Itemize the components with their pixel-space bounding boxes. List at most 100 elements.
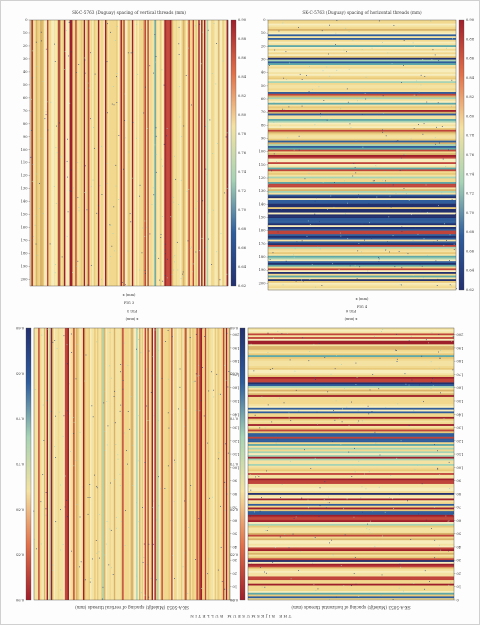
- speckle: [99, 514, 101, 516]
- speckle: [96, 341, 98, 343]
- speckle: [368, 529, 370, 531]
- thread-stripe: [268, 110, 456, 112]
- thread-stripe: [159, 328, 162, 600]
- y-tick-label: 160: [21, 226, 29, 230]
- speckle: [389, 195, 391, 197]
- thread-stripe: [164, 20, 166, 286]
- speckle: [452, 336, 454, 337]
- speckle: [111, 567, 112, 569]
- speckle: [348, 68, 350, 70]
- thread-stripe: [41, 20, 43, 286]
- speckle: [199, 410, 201, 412]
- speckle: [281, 208, 282, 210]
- thread-stripe: [268, 27, 456, 30]
- speckle: [357, 250, 359, 252]
- thread-stripe: [268, 93, 456, 96]
- speckle: [333, 410, 334, 411]
- thread-stripe: [140, 328, 142, 600]
- speckle: [96, 284, 98, 286]
- speckle: [117, 458, 119, 460]
- speckle: [108, 564, 110, 566]
- speckle: [317, 423, 318, 425]
- speckle: [94, 73, 96, 75]
- speckle: [96, 212, 98, 214]
- speckle: [107, 23, 108, 25]
- speckle: [280, 497, 282, 498]
- speckle: [351, 401, 352, 403]
- thread-stripe: [268, 43, 456, 46]
- thread-stripe: [162, 20, 165, 286]
- thread-stripe: [72, 20, 75, 286]
- speckle: [372, 374, 374, 375]
- y-tick-label: 200: [21, 278, 29, 282]
- speckle: [452, 38, 453, 40]
- speckle: [345, 27, 347, 29]
- y-tick-label: 40: [261, 71, 266, 75]
- thread-stripe: [248, 438, 454, 441]
- speckle: [60, 589, 62, 591]
- y-tick-label: 80: [232, 492, 237, 496]
- speckle: [282, 108, 284, 110]
- thread-stripe: [248, 452, 454, 455]
- speckle: [353, 516, 355, 518]
- speckle: [256, 595, 258, 597]
- thread-stripe: [205, 20, 207, 286]
- speckle: [222, 60, 224, 62]
- speckle: [42, 404, 44, 406]
- speckle: [118, 135, 120, 136]
- thread-stripe: [268, 149, 456, 152]
- speckle: [441, 192, 443, 194]
- speckle: [289, 359, 291, 361]
- speckle: [420, 210, 421, 212]
- thread-stripe: [268, 279, 456, 282]
- thread-stripe: [82, 20, 84, 286]
- speckle: [445, 515, 447, 517]
- thread-stripe: [91, 328, 93, 600]
- speckle: [204, 125, 206, 127]
- thread-stripe: [96, 328, 99, 600]
- speckle: [150, 392, 152, 393]
- speckle: [369, 389, 371, 391]
- thread-stripe: [268, 200, 456, 202]
- thread-stripe: [248, 351, 454, 354]
- thread-stripe: [60, 328, 62, 600]
- speckle: [193, 381, 194, 383]
- thread-stripe: [82, 328, 85, 600]
- speckle: [139, 184, 141, 186]
- thread-stripe: [268, 70, 456, 73]
- thread-stripe: [268, 133, 456, 136]
- y-tick-label: 50: [232, 532, 237, 536]
- speckle: [351, 476, 353, 477]
- speckle: [298, 135, 300, 137]
- speckle: [392, 184, 394, 186]
- speckle: [441, 126, 443, 127]
- speckle: [322, 70, 324, 72]
- thread-stripe: [115, 328, 117, 600]
- speckle: [153, 543, 154, 545]
- thread-stripe: [93, 20, 96, 286]
- thread-stripe: [268, 167, 456, 170]
- speckle: [106, 61, 108, 63]
- speckle: [73, 187, 75, 189]
- speckle: [382, 535, 383, 537]
- speckle: [385, 249, 386, 251]
- speckle: [40, 501, 42, 503]
- speckle: [195, 410, 197, 411]
- colorbar-tick-label: 0.70: [466, 211, 475, 215]
- y-tick-label: 180: [232, 359, 240, 363]
- speckle: [307, 220, 309, 222]
- speckle: [60, 157, 62, 158]
- speckle: [319, 221, 321, 222]
- speckle: [219, 279, 221, 281]
- colorbar-tick-label: 0.70: [15, 417, 24, 421]
- speckle: [342, 408, 343, 410]
- speckle: [268, 111, 270, 113]
- speckle: [77, 197, 79, 199]
- thread-stripe: [108, 328, 110, 600]
- speckle: [451, 563, 453, 565]
- speckle: [115, 444, 117, 445]
- speckle: [426, 254, 428, 256]
- speckle: [327, 53, 329, 55]
- thread-stripe: [32, 20, 35, 286]
- speckle: [434, 507, 435, 508]
